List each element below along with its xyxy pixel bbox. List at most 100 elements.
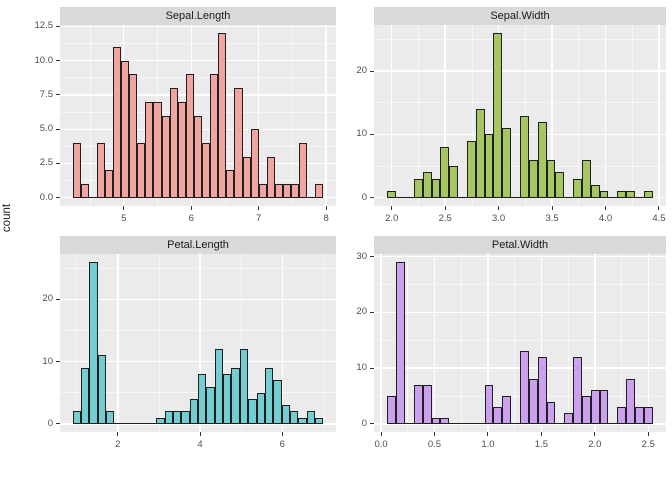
x-tick-mark [281, 432, 283, 436]
x-tick-mark [391, 206, 393, 210]
x-tick-mark [605, 206, 606, 210]
histogram-bar [223, 374, 232, 424]
histogram-bar [440, 147, 450, 198]
histogram-bar [643, 407, 653, 424]
x-minor-gridline [621, 254, 623, 432]
histogram-bar [172, 411, 182, 424]
y-tick-mark [370, 70, 374, 72]
y-minor-gridline [374, 284, 666, 285]
x-tick-label: 3.0 [492, 213, 506, 224]
y-tick-label: 10 [356, 128, 367, 140]
y-tick-mark [56, 298, 60, 300]
histogram-bar [231, 367, 240, 424]
histogram-bar [177, 101, 186, 198]
histogram-bar [519, 351, 529, 424]
histogram-bar [581, 159, 591, 198]
x-minor-gridline [158, 254, 160, 432]
x-major-gridline [258, 25, 260, 206]
histogram-bar [528, 159, 538, 198]
x-tick-mark [190, 206, 192, 210]
histogram-bar [387, 396, 397, 424]
y-tick-mark [56, 361, 60, 363]
facet-strip-label: Petal.Width [491, 239, 549, 251]
histogram-bar [493, 407, 503, 424]
histogram-bar [634, 407, 644, 424]
histogram-bar [197, 374, 207, 424]
y-tick-label: 7.5 [39, 88, 53, 100]
x-minor-gridline [471, 25, 473, 206]
y-tick-mark [56, 25, 60, 27]
y-tick-label: 0.0 [39, 191, 53, 203]
x-tick-mark [325, 206, 327, 210]
y-tick-label: 30 [356, 250, 367, 262]
x-tick-label: 8 [323, 213, 329, 224]
histogram-bar [97, 355, 106, 424]
histogram-bar [484, 134, 494, 198]
histogram-bar [617, 407, 627, 424]
y-tick-mark [56, 423, 60, 425]
x-minor-gridline [76, 254, 78, 432]
x-tick-label: 2.0 [588, 439, 602, 450]
x-major-gridline [647, 254, 649, 432]
histogram-bar [96, 142, 105, 198]
histogram-bar [299, 142, 308, 198]
y-tick-label: 2.5 [39, 157, 53, 169]
x-tick-mark [258, 206, 260, 210]
histogram-bar [137, 142, 146, 198]
histogram-bar [202, 142, 211, 198]
x-tick-label: 4.0 [598, 213, 613, 224]
histogram-bar [153, 101, 162, 198]
x-major-gridline [325, 25, 327, 206]
histogram-bar [528, 379, 538, 424]
histogram-bar [466, 140, 476, 198]
histogram-bar [537, 121, 547, 198]
x-tick-mark [658, 206, 660, 210]
facet-strip-label: Sepal.Length [165, 10, 231, 22]
histogram-bar [626, 379, 635, 424]
histogram-bar [581, 396, 591, 424]
y-tick-mark [56, 60, 60, 62]
x-tick-mark [551, 206, 553, 210]
x-major-gridline [199, 254, 201, 432]
histogram-bar [502, 396, 512, 424]
histogram-bar [573, 178, 582, 198]
histogram-bar [599, 191, 609, 198]
x-tick-label: 4.5 [652, 213, 666, 224]
histogram-bar [413, 178, 423, 198]
y-tick-label: 20 [42, 293, 53, 305]
panel [374, 25, 666, 206]
y-tick-label: 20 [356, 65, 367, 77]
histogram-bar [145, 101, 154, 198]
x-tick-mark [594, 432, 596, 436]
facet-petal-width: Petal.Width 0.0 0.5 1.0 1.5 2.0 2.5 0 10 20 30 [356, 236, 666, 450]
histogram-bar [396, 262, 405, 424]
histogram-bar [546, 401, 556, 424]
panel [60, 254, 336, 432]
x-tick-mark [647, 432, 649, 436]
y-tick-label: 0 [361, 191, 367, 203]
histogram-bar [113, 46, 122, 198]
y-tick-mark [370, 311, 374, 313]
y-tick-label: 10.0 [34, 54, 54, 66]
histogram-bar [185, 74, 194, 198]
y-tick-label: 10 [42, 355, 53, 367]
facet-petal-length: Petal.Length 2 4 6 0 10 20 [42, 236, 336, 450]
x-tick-label: 4 [197, 439, 203, 450]
histogram-bar [121, 60, 130, 198]
x-minor-gridline [322, 254, 324, 432]
y-major-gridline [60, 360, 336, 363]
facet-strip-label: Sepal.Width [490, 10, 550, 22]
facet-strip: Sepal.Length [60, 7, 336, 25]
histogram-bar [189, 399, 198, 424]
histogram-bar [555, 172, 565, 198]
y-tick-label: 20 [356, 306, 367, 318]
histogram-bar [617, 191, 627, 198]
histogram-bar [72, 142, 81, 198]
y-minor-gridline [60, 111, 336, 113]
y-minor-gridline [374, 39, 666, 41]
y-axis-title: count [1, 203, 13, 233]
facet-sepal-length: Sepal.Length 5 6 7 8 0.0 2.5 5.0 7.5 10.0 12.5 [35, 7, 336, 224]
histogram-bar [493, 33, 503, 198]
x-tick-label: 6 [188, 213, 194, 224]
histogram-bar [239, 349, 249, 424]
